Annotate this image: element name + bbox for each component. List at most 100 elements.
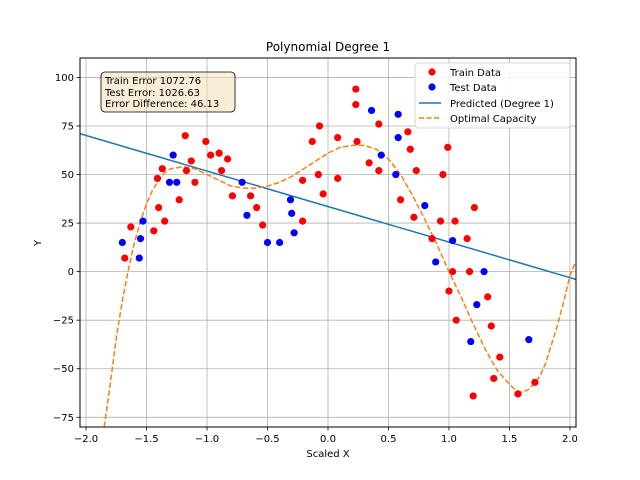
train-point <box>308 137 316 146</box>
train-point <box>352 85 360 93</box>
x-tick-label: 1.0 <box>441 434 457 445</box>
train-point <box>215 149 223 157</box>
test-point <box>290 229 298 237</box>
x-axis-label: Scaled X <box>306 449 349 460</box>
test-point <box>173 178 181 186</box>
train-point <box>439 170 447 179</box>
train-point <box>228 192 237 200</box>
legend: Train Data Test Data Predicted (Degree 1… <box>414 62 571 129</box>
train-point <box>452 316 460 324</box>
train-point <box>334 174 342 183</box>
train-point <box>436 217 445 225</box>
train-point <box>181 132 189 140</box>
train-point <box>375 120 383 128</box>
chart-title: Polynomial Degree 1 <box>266 40 390 54</box>
train-point <box>365 159 373 167</box>
train-point <box>314 170 322 179</box>
train-point <box>246 192 255 200</box>
train-point <box>470 203 478 212</box>
test-point <box>288 209 296 217</box>
data-points <box>118 85 539 400</box>
y-axis-label: Y <box>33 239 44 247</box>
y-tick-label: −50 <box>53 364 74 375</box>
test-point <box>394 134 402 142</box>
error-annotation: Train Error 1072.76 Test Error: 1026.63 … <box>100 71 236 113</box>
test-error-text: Test Error: 1026.63 <box>104 88 200 99</box>
train-point <box>175 196 183 204</box>
train-point <box>444 143 452 151</box>
train-point <box>223 155 232 163</box>
train-point <box>191 178 199 186</box>
train-point <box>150 227 158 235</box>
x-tick-label: 2.0 <box>562 434 578 445</box>
legend-label-train: Train Data <box>449 68 501 79</box>
test-point <box>377 151 385 159</box>
train-point <box>253 203 261 212</box>
train-point <box>410 213 418 221</box>
y-tick-label: 0 <box>68 267 74 278</box>
train-point <box>217 167 226 175</box>
train-point <box>352 101 360 109</box>
x-tick-label: −1.5 <box>134 434 158 445</box>
legend-box <box>414 62 571 129</box>
test-point <box>392 170 400 179</box>
train-point <box>404 128 412 136</box>
train-point <box>487 322 495 330</box>
test-point <box>367 106 376 115</box>
train-point <box>465 268 474 276</box>
train-point <box>428 235 436 243</box>
train-point <box>182 167 191 175</box>
test-point <box>263 238 272 247</box>
optimal-capacity-curve <box>103 144 576 427</box>
y-tick-label: 75 <box>61 121 74 132</box>
series-lines <box>80 133 576 427</box>
x-tick-label: −2.0 <box>74 434 98 445</box>
test-point <box>525 336 533 344</box>
test-point <box>480 268 488 276</box>
train-point <box>299 176 307 184</box>
train-point <box>445 287 453 295</box>
predicted-line <box>80 133 576 281</box>
train-point <box>259 221 267 229</box>
train-point <box>202 137 210 146</box>
train-point <box>375 167 383 175</box>
train-point <box>412 167 420 175</box>
train-point <box>207 151 215 159</box>
x-tick-label: 1.5 <box>502 434 518 445</box>
test-point <box>467 337 475 346</box>
x-tick-label: −0.5 <box>255 434 279 445</box>
train-point <box>531 378 539 386</box>
y-tick-label: 25 <box>61 219 74 230</box>
train-point <box>334 134 342 142</box>
test-point <box>139 217 147 225</box>
train-point <box>161 217 169 225</box>
train-point <box>406 145 414 153</box>
train-point <box>449 268 457 276</box>
test-point <box>394 110 402 118</box>
legend-marker-test <box>428 83 436 91</box>
legend-label-predicted: Predicted (Degree 1) <box>450 99 554 110</box>
x-tick-label: 0.0 <box>320 434 336 445</box>
x-tick-label: −1.0 <box>195 434 219 445</box>
legend-label-optimal: Optimal Capacity <box>450 114 537 125</box>
train-point <box>315 122 324 130</box>
legend-marker-train <box>428 68 436 76</box>
train-point <box>319 190 327 198</box>
train-point <box>121 254 129 262</box>
train-point <box>353 137 361 146</box>
test-point <box>243 211 251 219</box>
test-point <box>238 178 246 186</box>
y-tick-label: −25 <box>53 316 74 327</box>
train-point <box>299 217 307 225</box>
annotation-box <box>100 71 236 113</box>
train-point <box>153 174 162 183</box>
train-point <box>496 353 504 361</box>
train-point <box>514 390 522 398</box>
train-point <box>158 165 166 173</box>
y-tick-label: 100 <box>55 73 74 84</box>
test-point <box>276 238 284 247</box>
test-point <box>135 254 143 262</box>
train-point <box>187 157 195 165</box>
test-point <box>432 258 440 266</box>
